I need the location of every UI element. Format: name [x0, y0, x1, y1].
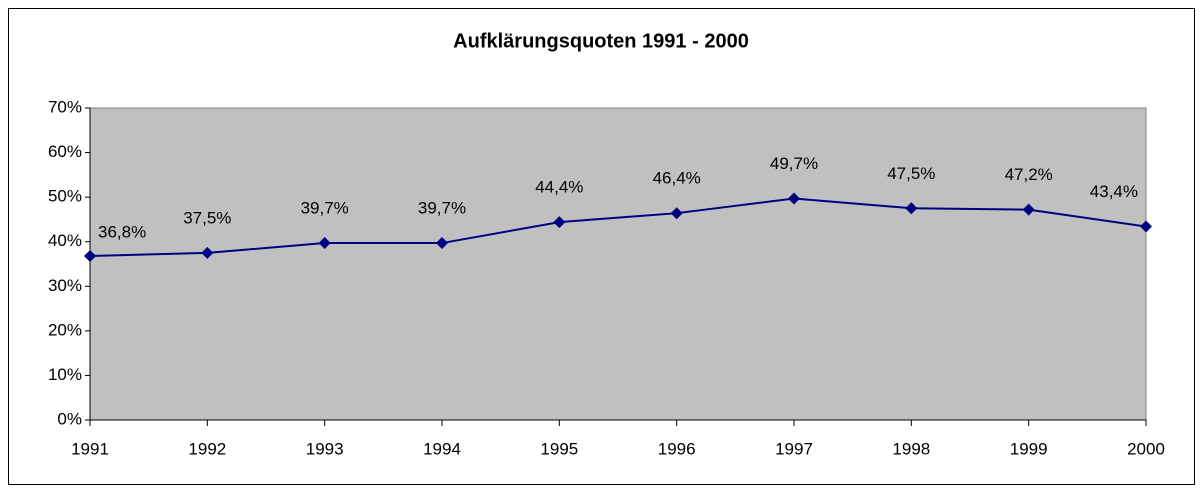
y-tick-label: 0%: [57, 409, 82, 428]
data-label: 47,2%: [1005, 165, 1053, 184]
x-tick-label: 1991: [71, 439, 109, 458]
marker: [553, 216, 566, 229]
chart-title: Aufklärungsquoten 1991 - 2000: [453, 30, 749, 52]
y-tick-label: 70%: [48, 97, 82, 116]
data-label: 36,8%: [98, 222, 146, 241]
x-tick-label: 1999: [1010, 439, 1048, 458]
data-label: 47,5%: [887, 164, 935, 183]
x-tick-label: 1993: [306, 439, 344, 458]
data-label: 37,5%: [183, 208, 231, 227]
x-tick-label: 1996: [658, 439, 696, 458]
x-tick-label: 1992: [188, 439, 226, 458]
y-tick-label: 30%: [48, 276, 82, 295]
marker: [318, 237, 331, 250]
y-tick-label: 20%: [48, 320, 82, 339]
x-tick-label: 1995: [540, 439, 578, 458]
plot-area: [89, 107, 1147, 421]
x-tick-label: 2000: [1127, 439, 1165, 458]
data-label: 49,7%: [770, 154, 818, 173]
marker: [670, 207, 683, 220]
marker: [84, 249, 96, 262]
data-label: 39,7%: [418, 199, 466, 218]
marker: [1140, 220, 1152, 233]
y-tick-label: 40%: [48, 231, 82, 250]
y-tick-label: 50%: [48, 187, 82, 206]
data-label: 43,4%: [1090, 182, 1138, 201]
marker: [201, 246, 214, 259]
marker: [788, 192, 800, 205]
marker: [436, 237, 448, 250]
x-tick-label: 1998: [892, 439, 930, 458]
x-tick-label: 1994: [423, 439, 461, 458]
data-label: 44,4%: [535, 178, 583, 197]
data-label: 46,4%: [653, 169, 701, 188]
y-tick-label: 60%: [48, 142, 82, 161]
y-tick-label: 10%: [48, 365, 82, 384]
marker: [905, 202, 918, 215]
series-line: [89, 197, 1147, 257]
x-tick-label: 1997: [775, 439, 813, 458]
data-label: 39,7%: [301, 199, 349, 218]
marker: [1022, 203, 1035, 216]
